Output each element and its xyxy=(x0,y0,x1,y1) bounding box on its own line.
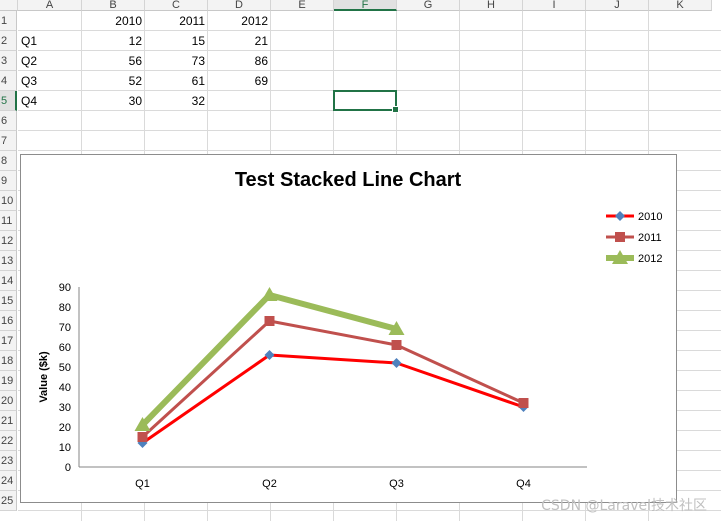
gridline-horizontal xyxy=(18,130,721,131)
row-header-21[interactable]: 21 xyxy=(0,411,17,431)
data-point-2012 xyxy=(388,321,405,335)
y-tick-label: 30 xyxy=(59,402,71,414)
cell-b5[interactable]: 30 xyxy=(128,94,142,108)
select-all-corner[interactable] xyxy=(0,0,18,11)
data-point-2011 xyxy=(391,340,402,350)
row-header-2[interactable]: 2 xyxy=(0,31,17,51)
gridline-horizontal xyxy=(18,150,721,151)
cell-b3[interactable]: 56 xyxy=(128,54,142,68)
column-header-i[interactable]: I xyxy=(523,0,586,11)
active-cell-selection[interactable] xyxy=(333,90,399,113)
row-header-25[interactable]: 25 xyxy=(0,491,17,511)
cell-a2[interactable]: Q1 xyxy=(21,34,38,48)
column-header-b[interactable]: B xyxy=(82,0,145,11)
legend-marker-2011 xyxy=(615,232,625,242)
cell-d3[interactable]: 86 xyxy=(254,54,268,68)
x-tick-label: Q1 xyxy=(135,478,150,490)
row-header-6[interactable]: 6 xyxy=(0,111,17,131)
x-tick-label: Q2 xyxy=(262,478,277,490)
column-header-a[interactable]: A xyxy=(18,0,82,11)
cell-d2[interactable]: 21 xyxy=(254,34,268,48)
data-point-2011 xyxy=(518,398,529,408)
column-header-k[interactable]: K xyxy=(649,0,712,11)
row-header-4[interactable]: 4 xyxy=(0,71,17,91)
cell-a3[interactable]: Q2 xyxy=(21,54,38,68)
y-tick-label: 90 xyxy=(59,282,71,294)
data-point-2011 xyxy=(137,432,148,442)
gridline-horizontal xyxy=(18,50,721,51)
row-header-19[interactable]: 19 xyxy=(0,371,17,391)
row-header-15[interactable]: 15 xyxy=(0,291,17,311)
chart-title: Test Stacked Line Chart xyxy=(235,169,462,191)
y-tick-label: 60 xyxy=(59,342,71,354)
row-header-10[interactable]: 10 xyxy=(0,191,17,211)
legend-marker-2012 xyxy=(612,250,628,264)
y-tick-label: 80 xyxy=(59,302,71,314)
row-header-16[interactable]: 16 xyxy=(0,311,17,331)
column-header-j[interactable]: J xyxy=(586,0,649,11)
row-header-11[interactable]: 11 xyxy=(0,211,17,231)
data-point-2012 xyxy=(261,287,278,301)
y-axis-label: Value ($k) xyxy=(38,351,50,403)
y-tick-label: 20 xyxy=(59,422,71,434)
legend-marker-2010 xyxy=(615,211,625,221)
gridline-horizontal xyxy=(18,30,721,31)
row-header-9[interactable]: 9 xyxy=(0,171,17,191)
legend-label-2010: 2010 xyxy=(638,211,662,223)
row-header-7[interactable]: 7 xyxy=(0,131,17,151)
row-header-1[interactable]: 1 xyxy=(0,11,17,31)
data-point-2011 xyxy=(264,316,275,326)
row-header-3[interactable]: 3 xyxy=(0,51,17,71)
cell-d1[interactable]: 2012 xyxy=(241,14,268,28)
row-header-13[interactable]: 13 xyxy=(0,251,17,271)
cell-a4[interactable]: Q3 xyxy=(21,74,38,88)
row-header-14[interactable]: 14 xyxy=(0,271,17,291)
cell-b4[interactable]: 52 xyxy=(128,74,142,88)
y-tick-label: 40 xyxy=(59,382,71,394)
legend-label-2012: 2012 xyxy=(638,253,662,265)
y-tick-label: 70 xyxy=(59,322,71,334)
series-line-2010[interactable] xyxy=(141,353,524,445)
cell-b2[interactable]: 12 xyxy=(128,34,142,48)
cell-d4[interactable]: 69 xyxy=(254,74,268,88)
row-header-17[interactable]: 17 xyxy=(0,331,17,351)
row-header-24[interactable]: 24 xyxy=(0,471,17,491)
column-header-h[interactable]: H xyxy=(460,0,523,11)
cell-c4[interactable]: 61 xyxy=(191,74,205,88)
y-tick-label: 10 xyxy=(59,442,71,454)
cell-c1[interactable]: 2011 xyxy=(179,14,205,28)
column-header-f[interactable]: F xyxy=(334,0,397,11)
fill-handle[interactable] xyxy=(392,106,399,113)
column-header-e[interactable]: E xyxy=(271,0,334,11)
column-header-c[interactable]: C xyxy=(145,0,208,11)
cell-c5[interactable]: 32 xyxy=(191,94,205,108)
row-header-20[interactable]: 20 xyxy=(0,391,17,411)
series-line-2011[interactable] xyxy=(141,319,525,439)
column-header-d[interactable]: D xyxy=(208,0,271,11)
row-header-23[interactable]: 23 xyxy=(0,451,17,471)
cell-c2[interactable]: 15 xyxy=(191,34,205,48)
gridline-horizontal xyxy=(18,510,721,511)
y-tick-label: 50 xyxy=(59,362,71,374)
data-point-2010 xyxy=(391,358,402,368)
chart-svg: Test Stacked Line Chart 0 10 20 30 40 50 60 70 80… xyxy=(38,169,662,490)
cell-b1[interactable]: 2010 xyxy=(115,14,142,28)
column-header-g[interactable]: G xyxy=(397,0,460,11)
cell-c3[interactable]: 73 xyxy=(191,54,205,68)
row-header-22[interactable]: 22 xyxy=(0,431,17,451)
y-tick-label: 0 xyxy=(65,462,71,474)
row-header-8[interactable]: 8 xyxy=(0,151,17,171)
line-chart[interactable]: Test Stacked Line Chart 0 10 20 30 40 50 60 70 80… xyxy=(20,154,677,503)
row-header-18[interactable]: 18 xyxy=(0,351,17,371)
gridline-horizontal xyxy=(18,70,721,71)
cell-a5[interactable]: Q4 xyxy=(21,94,38,108)
x-tick-label: Q3 xyxy=(389,478,404,490)
legend-label-2011: 2011 xyxy=(638,232,662,244)
row-header-12[interactable]: 12 xyxy=(0,231,17,251)
row-header-5[interactable]: 5 xyxy=(0,91,17,111)
x-tick-label: Q4 xyxy=(516,478,531,490)
data-point-2012 xyxy=(134,417,151,431)
watermark: CSDN @Laravel技术社区 xyxy=(541,498,707,514)
data-point-2010 xyxy=(264,350,275,360)
